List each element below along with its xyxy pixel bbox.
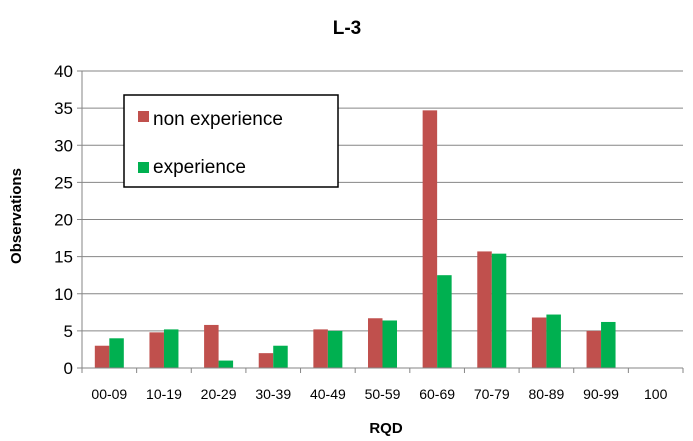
bar-non-experience-40-49: [313, 329, 328, 368]
x-axis-ticks: 00-09 10-19 20-29 30-39 40-49 50-59 60-69 70-79…: [81, 368, 684, 402]
bar-non-experience-80-89: [531, 317, 547, 368]
bar-experience-40-49: [327, 330, 343, 368]
y-tick-label: 30: [54, 136, 73, 155]
y-tick-label: 40: [54, 62, 73, 81]
y-axis-ticks: 0 5 10 15 20 25 30 35 40: [54, 62, 82, 378]
x-tick-label: 60-69: [419, 386, 455, 402]
bar-non-experience-90-99: [586, 330, 602, 368]
bar-non-experience-00-09: [94, 345, 110, 368]
bar-experience-00-09: [109, 338, 124, 368]
bar-experience-30-39: [273, 345, 288, 368]
x-tick-label: 40-49: [310, 386, 346, 402]
bar-experience-50-59: [382, 320, 397, 368]
x-tick-label: 80-89: [529, 386, 565, 402]
y-tick-label: 0: [64, 359, 73, 378]
bar-non-experience-10-19: [149, 332, 164, 368]
bar-experience-90-99: [601, 321, 616, 368]
y-tick-label: 15: [54, 248, 73, 267]
bar-experience-60-69: [437, 275, 452, 368]
y-tick-label: 5: [64, 322, 73, 341]
bar-non-experience-50-59: [368, 318, 383, 368]
bar-non-experience-20-29: [204, 324, 219, 368]
legend-swatch-experience: [138, 162, 149, 173]
y-tick-label: 20: [54, 211, 73, 230]
legend-label-non-experience: non experience: [153, 109, 283, 130]
legend-swatch-non-experience: [138, 111, 149, 122]
legend: non experience experience: [123, 94, 339, 188]
bar-experience-10-19: [163, 329, 179, 368]
x-tick-label: 50-59: [365, 386, 401, 402]
bar-experience-20-29: [218, 360, 234, 368]
bar-non-experience-60-69: [422, 110, 438, 368]
y-tick-label: 10: [54, 285, 73, 304]
x-tick-label: 70-79: [474, 386, 510, 402]
bar-experience-70-79: [491, 253, 507, 368]
y-tick-label: 25: [54, 173, 73, 192]
legend-label-experience: experience: [153, 157, 246, 178]
legend-box: [123, 94, 339, 188]
x-tick-label: 90-99: [583, 386, 619, 402]
chart-title: L-3: [333, 18, 362, 39]
x-tick-label: 30-39: [255, 386, 291, 402]
bar-experience-80-89: [546, 314, 561, 368]
bar-non-experience-30-39: [258, 353, 274, 368]
y-tick-label: 35: [54, 99, 73, 118]
x-tick-label: 10-19: [146, 386, 182, 402]
x-tick-label: 20-29: [201, 386, 237, 402]
x-axis-label: RQD: [369, 420, 403, 437]
bar-non-experience-70-79: [477, 251, 492, 368]
bars: [94, 110, 616, 368]
x-tick-label: 100: [644, 386, 668, 402]
y-axis-label: Observations: [8, 168, 25, 264]
x-tick-label: 00-09: [91, 386, 127, 402]
axes: [81, 71, 683, 369]
